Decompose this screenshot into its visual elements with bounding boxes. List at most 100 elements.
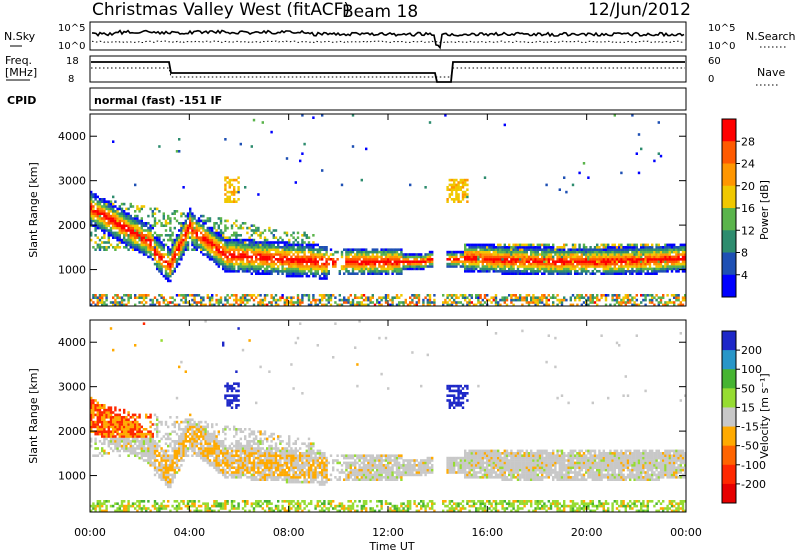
heatmap-cell (521, 303, 524, 307)
heatmap-cell (261, 250, 264, 254)
heatmap-cell (101, 205, 104, 208)
heatmap-cell (208, 253, 212, 256)
heatmap-cell (239, 260, 242, 263)
heatmap-cell (371, 248, 374, 251)
heatmap-cell (259, 265, 262, 268)
heatmap-cell (136, 219, 139, 223)
heatmap-cell (283, 241, 286, 244)
heatmap-cell (261, 265, 264, 268)
heatmap-cell (92, 430, 95, 433)
heatmap-cell (180, 214, 183, 218)
heatmap-cell (175, 447, 179, 450)
heatmap-cell (345, 265, 348, 268)
heatmap-cell (195, 229, 198, 232)
heatmap-cell (178, 428, 181, 431)
heatmap-cell (98, 224, 102, 227)
heatmap-cell (380, 298, 383, 302)
heatmap-cell (193, 222, 196, 225)
heatmap-cell (651, 294, 654, 297)
heatmap-cell (593, 296, 597, 299)
heatmap-cell (244, 222, 247, 225)
heatmap-cell (569, 303, 572, 307)
heatmap-cell (571, 183, 575, 187)
heatmap-cell (629, 294, 632, 297)
heatmap-cell (105, 507, 108, 510)
heatmap-cell (613, 267, 616, 271)
heatmap-cell (301, 241, 304, 244)
heatmap-cell (197, 229, 201, 232)
heatmap-cell (283, 248, 286, 251)
heatmap-cell (112, 222, 115, 225)
heatmap-cell (516, 243, 520, 247)
heatmap-cell (109, 205, 113, 208)
heatmap-cell (197, 435, 201, 438)
heatmap-cell (523, 255, 526, 259)
heatmap-cell (466, 258, 469, 261)
heatmap-cell (448, 178, 451, 182)
heatmap-cell (481, 255, 484, 259)
heatmap-cell (620, 258, 623, 261)
heatmap-cell (222, 236, 225, 239)
heatmap-cell (565, 253, 568, 256)
heatmap-cell (534, 250, 537, 254)
heatmap-cell (107, 236, 110, 239)
heatmap-cell (567, 272, 570, 275)
heatmap-cell (156, 267, 159, 271)
heatmap-cell (215, 250, 218, 254)
heatmap-cell (158, 145, 161, 148)
heatmap-cell (365, 298, 368, 302)
heatmap-cell (191, 425, 194, 429)
heatmap-cell (675, 250, 678, 254)
heatmap-cell (241, 255, 245, 259)
heatmap-cell (215, 241, 218, 244)
heatmap-cell (334, 260, 337, 263)
heatmap-cell (642, 258, 645, 261)
heatmap-cell (340, 250, 344, 254)
heatmap-cell (578, 255, 581, 259)
heatmap-cell (486, 246, 489, 249)
heatmap-cell (173, 500, 176, 503)
heatmap-cell (288, 262, 291, 266)
heatmap-cell (252, 243, 256, 247)
heatmap-cell (578, 267, 581, 271)
heatmap-cell (646, 248, 649, 251)
heatmap-cell (646, 255, 649, 259)
heatmap-cell (184, 248, 187, 251)
heatmap-cell (609, 270, 612, 273)
heatmap-cell (560, 301, 564, 304)
heatmap-cell (127, 430, 130, 433)
heatmap-cell (299, 250, 302, 254)
heatmap-cell (589, 296, 592, 299)
heatmap-cell (409, 183, 412, 187)
heatmap-cell (290, 272, 293, 275)
heatmap-cell (186, 231, 190, 235)
heatmap-cell (208, 234, 212, 237)
heatmap-cell (545, 246, 548, 249)
heatmap-cell (164, 454, 168, 457)
heatmap-cell (415, 301, 418, 304)
heatmap-cell (662, 253, 665, 256)
heatmap-cell (239, 241, 242, 244)
heatmap-cell (136, 452, 139, 455)
heatmap-cell (208, 250, 212, 254)
heatmap-cell (365, 296, 368, 299)
heatmap-cell (292, 243, 295, 247)
heatmap-cell (178, 258, 181, 261)
heatmap-cell (169, 459, 172, 462)
heatmap-cell (105, 437, 108, 441)
heatmap-cell (215, 246, 218, 249)
heatmap-cell (90, 404, 93, 407)
heatmap-cell (160, 272, 163, 275)
heatmap-cell (479, 267, 482, 271)
heatmap-cell (235, 190, 238, 194)
heatmap-cell (536, 296, 539, 299)
heatmap-cell (510, 246, 513, 249)
heatmap-cell (283, 262, 286, 266)
heatmap-cell (532, 265, 535, 268)
heatmap-cell (477, 260, 480, 263)
heatmap-cell (228, 270, 231, 273)
heatmap-cell (158, 262, 161, 266)
heatmap-cell (285, 255, 289, 259)
heatmap-cell (246, 248, 249, 251)
heatmap-cell (226, 198, 229, 201)
